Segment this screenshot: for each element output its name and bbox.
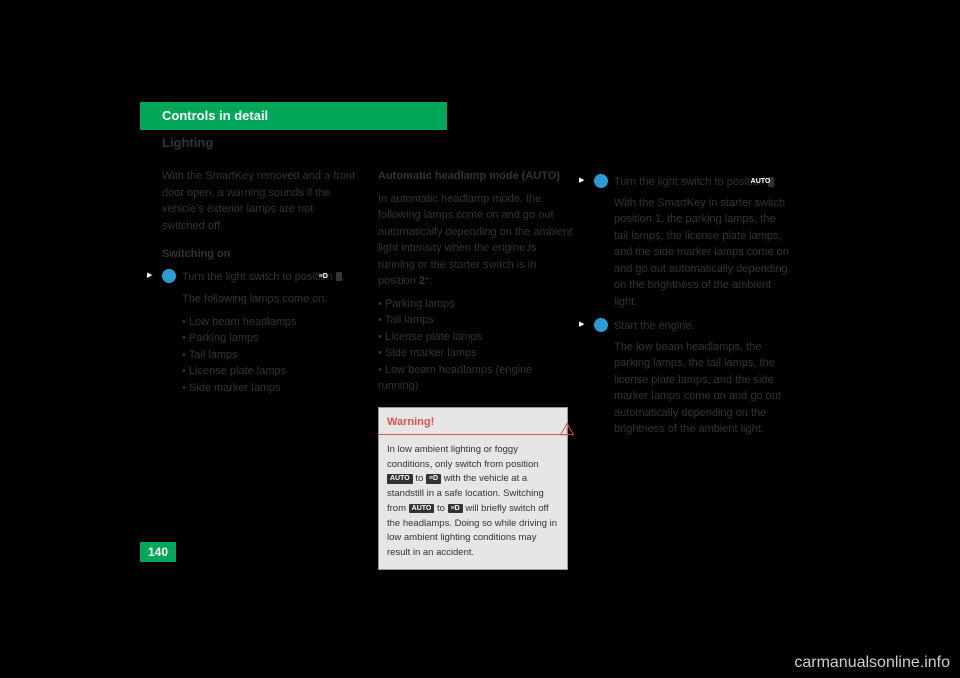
manual-page: Controls in detail Lighting With the Sma… <box>0 0 960 678</box>
lowbeam-icon: ≡D <box>426 474 441 484</box>
col2-item4: Side marker lamps <box>385 347 477 359</box>
col2-item2: Tail lamps <box>385 314 434 326</box>
col3-p2: The low beam headlamps, the parking lamp… <box>594 339 789 438</box>
col3-bullet2: Start the engine. <box>594 318 789 335</box>
column-3: Turn the light switch to position AUTO. … <box>594 168 789 438</box>
col3-bullet1: Turn the light switch to position AUTO. <box>594 174 789 191</box>
subsection-title: Lighting <box>162 135 213 150</box>
warning-body: In low ambient lighting or foggy conditi… <box>379 435 567 569</box>
page-number: 140 <box>140 542 176 562</box>
col1-heading: Switching on <box>162 246 357 263</box>
col2-heading: Automatic headlamp mode (AUTO) <box>378 168 573 185</box>
auto-icon: AUTO <box>409 504 435 514</box>
col1-item2: Parking lamps <box>189 332 259 344</box>
arrow-icon <box>162 269 176 283</box>
arrow-icon <box>594 174 608 188</box>
lowbeam-icon: ≡D <box>448 504 463 514</box>
col1-bullet: Turn the light switch to position ≡D. <box>162 269 357 286</box>
col1-item4: License plate lamps <box>189 365 286 377</box>
warning-box: Warning! ! In low ambient lighting or fo… <box>378 407 568 570</box>
col2-para: In automatic headlamp mode, the followin… <box>378 191 573 290</box>
col1-item5: Side marker lamps <box>189 382 281 394</box>
col1-following: The following lamps come on: <box>162 291 357 308</box>
watermark: carmanualsonline.info <box>794 654 950 672</box>
col2-item5: Low beam headlamps (engine running) <box>378 364 532 393</box>
col3-p1: With the SmartKey in starter switch posi… <box>594 195 789 311</box>
col1-bullet-text-a: Turn the light switch to position <box>182 271 336 283</box>
column-1: With the SmartKey removed and a front do… <box>162 168 357 396</box>
arrow-icon <box>594 318 608 332</box>
col1-bullet-text-b: . <box>342 271 345 283</box>
col1-item3: Tail lamps <box>189 349 238 361</box>
col1-item1: Low beam headlamps <box>189 316 297 328</box>
section-header: Controls in detail <box>140 102 447 130</box>
warning-header: Warning! ! <box>379 408 567 436</box>
section-title: Controls in detail <box>162 108 268 123</box>
column-2: Automatic headlamp mode (AUTO) In automa… <box>378 168 573 570</box>
col1-intro: With the SmartKey removed and a front do… <box>162 168 357 234</box>
col2-item1: Parking lamps <box>385 298 455 310</box>
warning-title: Warning! <box>387 414 434 431</box>
auto-icon: AUTO <box>387 474 413 484</box>
col2-item3: License plate lamps <box>385 331 482 343</box>
svg-text:!: ! <box>566 426 569 435</box>
